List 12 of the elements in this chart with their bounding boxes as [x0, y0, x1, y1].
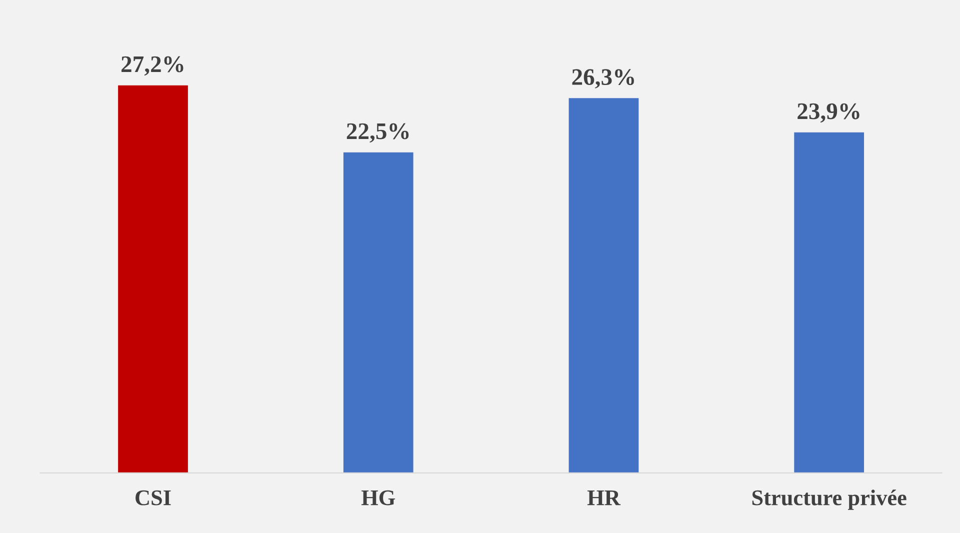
x-tick-label: Structure privée — [752, 490, 906, 510]
data-label: 22,5% — [346, 123, 409, 143]
bar — [568, 98, 639, 473]
bar — [118, 85, 188, 473]
x-tick-label: HG — [361, 490, 396, 506]
bar — [343, 152, 414, 473]
data-label: 27,2% — [122, 56, 184, 76]
data-label: 23,9% — [798, 103, 860, 123]
data-label: 26,3% — [572, 69, 634, 88]
x-tick-label: HR — [587, 490, 621, 506]
x-tick-label: CSI — [136, 490, 171, 506]
bar — [794, 132, 864, 473]
